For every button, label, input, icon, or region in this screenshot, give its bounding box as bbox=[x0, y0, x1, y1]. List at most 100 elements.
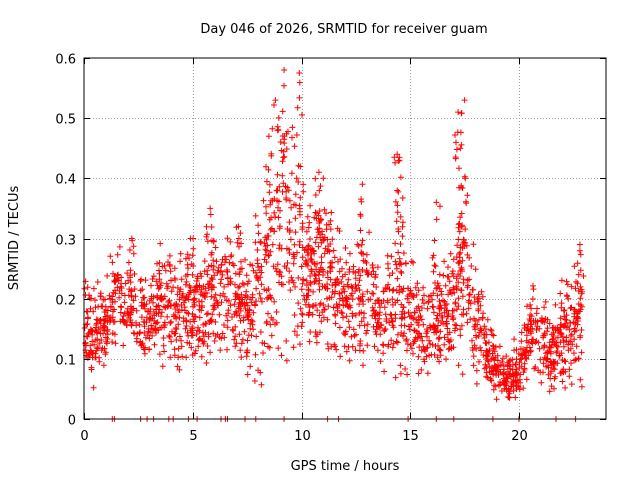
data-point bbox=[340, 314, 346, 321]
data-point bbox=[94, 344, 101, 351]
data-point bbox=[235, 223, 242, 230]
data-point bbox=[288, 204, 295, 211]
data-point bbox=[177, 250, 184, 257]
data-point bbox=[374, 347, 381, 354]
data-point bbox=[336, 295, 343, 302]
y-axis-label: SRMTID / TECUs bbox=[7, 186, 22, 291]
data-point bbox=[421, 300, 427, 307]
data-point bbox=[364, 288, 371, 295]
data-point bbox=[376, 297, 382, 303]
data-point bbox=[546, 339, 553, 346]
data-point bbox=[300, 292, 307, 299]
data-point bbox=[303, 228, 310, 235]
data-point bbox=[407, 342, 414, 348]
data-point bbox=[120, 342, 127, 349]
data-point bbox=[347, 250, 353, 257]
data-point bbox=[109, 259, 116, 266]
data-point bbox=[536, 345, 543, 352]
data-point bbox=[211, 304, 218, 311]
data-point bbox=[493, 372, 500, 379]
data-point bbox=[120, 317, 127, 324]
data-point bbox=[205, 263, 212, 270]
data-point bbox=[317, 329, 323, 336]
data-point bbox=[488, 377, 495, 384]
data-point bbox=[558, 300, 565, 307]
data-point bbox=[343, 259, 350, 266]
data-point bbox=[280, 281, 286, 288]
data-point bbox=[318, 259, 325, 266]
data-point bbox=[324, 341, 331, 347]
data-point bbox=[90, 384, 97, 391]
data-point bbox=[244, 349, 251, 356]
data-point bbox=[380, 288, 387, 295]
data-point bbox=[406, 299, 412, 306]
data-point bbox=[141, 323, 148, 330]
data-point bbox=[86, 292, 92, 299]
data-point bbox=[304, 213, 311, 220]
data-point bbox=[297, 341, 303, 348]
data-point bbox=[171, 330, 178, 337]
data-point bbox=[307, 236, 313, 242]
data-point bbox=[114, 272, 121, 279]
data-point bbox=[196, 282, 203, 289]
data-point bbox=[480, 352, 487, 358]
data-point bbox=[345, 344, 352, 350]
data-point bbox=[424, 370, 431, 377]
data-point bbox=[224, 274, 231, 281]
data-point bbox=[272, 97, 279, 104]
data-point bbox=[236, 331, 243, 338]
data-point bbox=[396, 289, 403, 296]
data-point bbox=[392, 198, 399, 205]
data-point bbox=[578, 303, 585, 310]
data-point bbox=[314, 307, 321, 314]
data-point bbox=[171, 265, 178, 272]
data-point bbox=[210, 257, 217, 264]
data-point bbox=[118, 290, 125, 297]
data-point bbox=[237, 317, 244, 324]
data-point bbox=[155, 285, 162, 292]
data-point bbox=[293, 132, 300, 138]
data-point bbox=[364, 327, 371, 334]
data-point bbox=[481, 323, 488, 330]
data-point bbox=[310, 247, 317, 254]
data-point bbox=[357, 227, 364, 234]
data-point bbox=[423, 326, 430, 333]
data-point bbox=[340, 286, 347, 292]
data-point bbox=[172, 313, 179, 320]
data-point bbox=[566, 366, 573, 373]
x-tick-label: 15 bbox=[402, 429, 419, 444]
data-point bbox=[434, 292, 441, 299]
data-point bbox=[119, 316, 126, 323]
data-point bbox=[276, 225, 283, 232]
data-point bbox=[275, 126, 282, 133]
data-point bbox=[290, 344, 297, 351]
data-point bbox=[297, 305, 304, 312]
data-point bbox=[369, 312, 376, 319]
data-point bbox=[576, 247, 583, 254]
data-point bbox=[183, 278, 190, 285]
data-point bbox=[252, 351, 259, 358]
data-point bbox=[432, 280, 438, 286]
data-point bbox=[218, 299, 225, 306]
data-point bbox=[256, 290, 263, 297]
data-point bbox=[418, 347, 425, 354]
data-point bbox=[370, 268, 377, 275]
data-point bbox=[252, 302, 259, 309]
data-point bbox=[327, 217, 334, 224]
data-point bbox=[457, 326, 464, 333]
data-point bbox=[400, 332, 406, 339]
data-point bbox=[430, 290, 437, 297]
data-point bbox=[420, 343, 427, 350]
data-point bbox=[186, 283, 193, 289]
data-point bbox=[98, 337, 105, 343]
data-point bbox=[421, 292, 427, 299]
data-point bbox=[204, 343, 211, 349]
data-point bbox=[388, 337, 395, 344]
data-point bbox=[273, 187, 280, 194]
data-point bbox=[195, 337, 202, 344]
data-point bbox=[358, 318, 365, 325]
data-point bbox=[203, 233, 210, 240]
data-point bbox=[562, 384, 569, 391]
data-point bbox=[392, 159, 399, 166]
data-point bbox=[111, 331, 118, 338]
